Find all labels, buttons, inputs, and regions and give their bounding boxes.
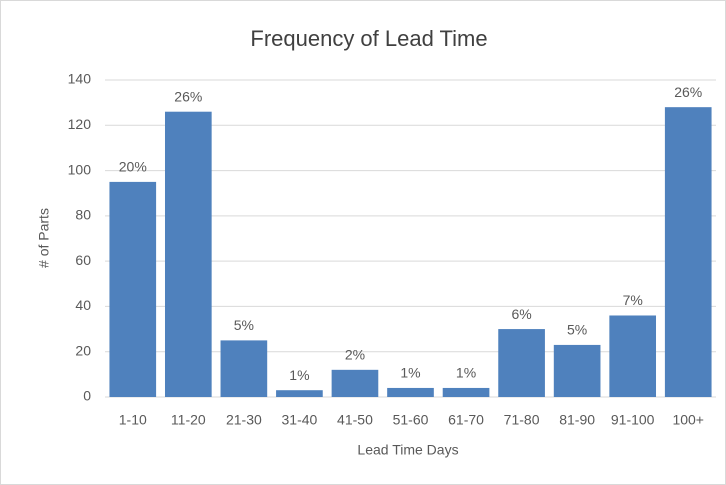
x-tick-label: 31-40 [282, 412, 318, 428]
value-label: 5% [234, 317, 254, 333]
y-tick-label: 120 [68, 116, 92, 132]
x-tick-label: 41-50 [337, 412, 373, 428]
x-tick-label: 51-60 [393, 412, 429, 428]
y-tick-label: 140 [68, 71, 92, 87]
bar [109, 181, 157, 397]
value-label: 5% [567, 322, 587, 338]
value-label: 2% [345, 347, 365, 363]
bar [609, 315, 657, 397]
x-tick-label: 100+ [672, 412, 704, 428]
y-tick-label: 40 [75, 297, 91, 313]
value-label: 20% [119, 159, 147, 175]
bar [553, 344, 601, 397]
y-tick-label: 60 [75, 252, 91, 268]
value-label: 7% [623, 292, 643, 308]
y-tick-label: 0 [83, 388, 91, 404]
bar [220, 340, 268, 397]
value-label: 1% [456, 365, 476, 381]
bar [664, 107, 712, 398]
y-tick-label: 20 [75, 342, 91, 358]
bar [387, 387, 434, 397]
x-tick-label: 71-80 [504, 412, 540, 428]
x-tick-label: 81-90 [559, 412, 595, 428]
x-tick-label: 21-30 [226, 412, 262, 428]
value-label: 1% [400, 365, 420, 381]
x-tick-label: 1-10 [119, 412, 147, 428]
bar [498, 329, 545, 397]
value-label: 6% [511, 306, 531, 322]
bar [164, 111, 212, 397]
y-tick-label: 80 [75, 207, 91, 223]
x-tick-label: 11-20 [171, 412, 206, 428]
bar [442, 387, 490, 397]
value-label: 1% [289, 367, 309, 383]
value-label: 26% [674, 84, 702, 100]
y-tick-label: 100 [68, 161, 92, 177]
bar [276, 390, 323, 397]
x-tick-label: 91-100 [611, 412, 655, 428]
bar [331, 369, 379, 397]
chart-title: Frequency of Lead Time [250, 26, 487, 51]
x-axis-title: Lead Time Days [357, 442, 458, 458]
value-label: 26% [174, 88, 202, 104]
y-axis-title: # of Parts [36, 208, 52, 268]
x-tick-label: 61-70 [448, 412, 484, 428]
